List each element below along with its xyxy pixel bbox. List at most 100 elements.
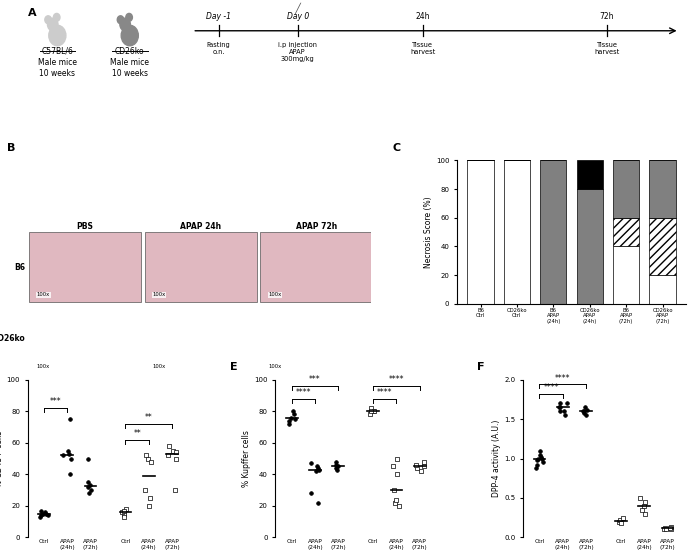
Point [553,403,564,412]
Point [141,451,152,460]
Circle shape [126,13,132,21]
Point [119,506,130,515]
Point [660,524,672,533]
Point [554,399,565,408]
Point [537,454,548,463]
Y-axis label: Necrosis Score (%): Necrosis Score (%) [424,196,433,268]
Text: B6: B6 [15,263,26,271]
Point [65,415,76,424]
Point [365,410,376,419]
Point [561,399,572,408]
Point [330,460,341,469]
Point [146,457,157,466]
Text: E: E [230,362,238,372]
Text: ***: *** [309,376,321,384]
Point [311,462,322,471]
Point [577,407,588,416]
Bar [145,232,256,301]
Circle shape [121,25,139,46]
Point [367,407,378,416]
Bar [613,160,639,218]
Point [559,407,570,416]
Text: **: ** [133,429,141,438]
Point [665,524,676,532]
Point [391,470,402,479]
Point [58,451,69,460]
Point [40,507,51,516]
Bar [577,189,603,304]
Point [560,411,571,419]
Point [82,483,94,491]
Point [415,466,426,475]
Point [418,457,429,466]
Text: **: ** [145,413,152,422]
Text: 72h: 72h [600,12,614,21]
Point [169,486,180,495]
Point [614,516,625,525]
Point [313,464,324,473]
Text: CD26ko: CD26ko [0,334,26,343]
Point [285,413,296,422]
Point [388,486,399,495]
Point [42,511,53,520]
Circle shape [53,13,60,21]
Text: PBS: PBS [76,222,94,230]
Bar [468,160,493,304]
Point [64,449,75,458]
Point [330,457,341,466]
Point [164,442,175,450]
Point [617,513,629,522]
Bar [577,160,603,189]
Circle shape [49,25,66,46]
Point [283,416,295,425]
Text: Day -1: Day -1 [206,12,231,21]
Bar [145,304,256,373]
Circle shape [117,16,124,24]
Text: ****: **** [389,376,404,384]
Point [581,411,592,419]
Text: Tissue
harvest: Tissue harvest [410,42,435,55]
Bar [29,304,141,373]
Point [283,419,295,428]
Text: Day 0: Day 0 [286,12,309,21]
Text: ****: **** [296,388,311,397]
Point [62,446,73,455]
Point [639,501,650,510]
Bar [541,160,566,304]
Point [418,462,429,471]
Point [121,505,132,514]
Point [369,407,380,416]
Point [580,403,591,412]
Bar [613,247,639,304]
Circle shape [120,18,130,31]
Point [536,453,547,461]
Point [613,517,624,526]
Text: A: A [28,8,36,18]
Text: APAP 24h: APAP 24h [180,222,221,230]
Point [659,524,670,532]
Point [640,497,651,506]
Bar [260,232,372,301]
Point [306,459,317,468]
Point [290,415,301,424]
Point [83,489,94,497]
Point [410,460,421,469]
Point [538,458,549,467]
Point [313,465,324,474]
Point [313,498,324,507]
Point [554,403,565,412]
Point [119,509,130,518]
Text: ****: **** [377,388,392,397]
Point [85,486,96,495]
Point [143,454,154,463]
Point [554,407,565,416]
Point [170,448,182,456]
Point [530,464,541,473]
Point [163,451,174,460]
Point [66,454,77,463]
Point [636,505,647,514]
Point [579,407,590,416]
Point [117,507,128,516]
Text: C: C [393,143,401,153]
Point [666,522,677,531]
